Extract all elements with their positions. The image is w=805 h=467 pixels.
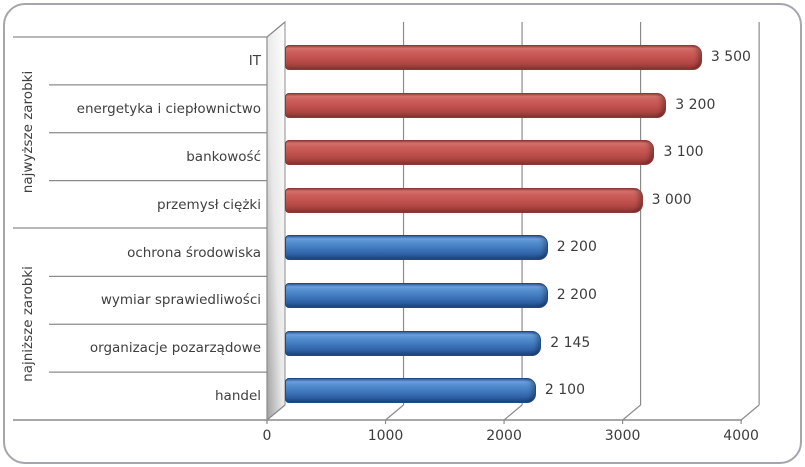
bar-value-label: 3 200: [675, 96, 716, 113]
bar-wymiar-sprawiedliwości: [285, 283, 548, 308]
category-label: handel: [214, 388, 261, 405]
x-tick-label-0: 0: [262, 428, 272, 444]
left-3d-wall: [266, 20, 286, 422]
bar-handel: [285, 378, 536, 404]
x-tick-label-4000: 4000: [723, 428, 759, 444]
group-label-highest: najwyższe zarobki: [20, 70, 36, 194]
bar-value-label: 2 200: [556, 239, 597, 256]
category-label: wymiar sprawiedliwości: [100, 292, 261, 309]
tick-connector-3000: [622, 404, 641, 421]
tick-connector-4000: [740, 404, 760, 421]
category-label: energetyka i ciepłownictwo: [76, 100, 261, 117]
category-label: organizacje pozarządowe: [89, 340, 261, 357]
bar-value-label: 2 100: [544, 382, 585, 399]
category-label: IT: [248, 53, 261, 69]
bar-value-label: 2 200: [556, 287, 597, 303]
category-label: ochrona środowiska: [127, 244, 261, 261]
bar-energetyka-i-ciepłownictwo: [285, 92, 667, 118]
tick-connector-2000: [503, 404, 523, 421]
bar-bankowość: [285, 140, 655, 166]
x-tick-label-3000: 3000: [604, 428, 641, 444]
tick-connector-0: [266, 404, 286, 421]
category-label: bankowość: [186, 148, 261, 165]
category-label: przemysł ciężki: [157, 196, 261, 213]
bar-przemysł-ciężki: [285, 187, 643, 213]
x-tick-label-1000: 1000: [367, 428, 404, 444]
bar-value-label: 2 145: [550, 334, 591, 351]
bar-IT: [285, 45, 702, 70]
bar-value-label: 3 000: [651, 191, 692, 208]
top-left-depth-line: [266, 21, 286, 38]
group-label-lowest: najniższe zarobki: [20, 266, 36, 382]
bar-organizacje-pozarządowe: [285, 330, 542, 356]
bar-ochrona-środowiska: [285, 235, 548, 261]
bar-value-label: 3 100: [663, 144, 704, 161]
bar-value-label: 3 500: [710, 49, 751, 65]
x-tick-label-2000: 2000: [486, 428, 522, 444]
tick-connector-1000: [385, 404, 404, 421]
